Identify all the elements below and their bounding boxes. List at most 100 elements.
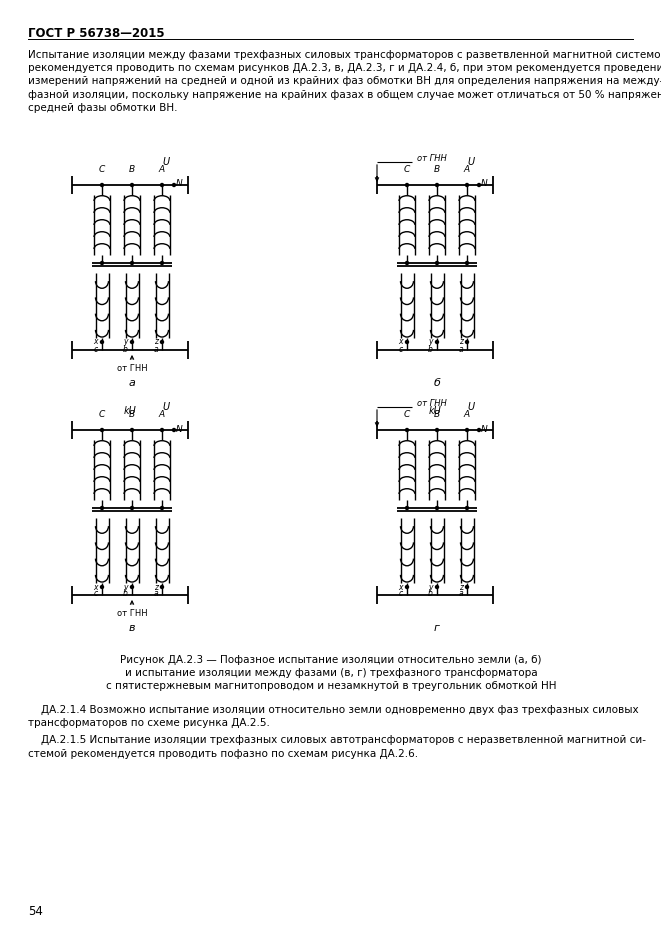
Circle shape — [465, 428, 469, 431]
Circle shape — [100, 340, 104, 343]
Text: y: y — [124, 338, 128, 347]
Text: x: x — [93, 583, 98, 592]
Text: рекомендуется проводить по схемам рисунков ДА.2.3, в, ДА.2.3, г и ДА.2.4, б, при: рекомендуется проводить по схемам рисунк… — [28, 64, 661, 73]
Text: b: b — [428, 344, 433, 353]
Text: b: b — [123, 344, 128, 353]
Text: A: A — [464, 410, 470, 419]
Text: a: a — [153, 344, 158, 353]
Circle shape — [436, 585, 438, 588]
Circle shape — [405, 428, 408, 431]
Text: c: c — [399, 344, 403, 353]
Circle shape — [173, 428, 176, 431]
Text: a: a — [458, 344, 463, 353]
Circle shape — [436, 262, 438, 265]
Text: C: C — [404, 410, 410, 419]
Text: от ГНН: от ГНН — [417, 399, 447, 408]
Text: c: c — [399, 589, 403, 598]
Text: A: A — [159, 410, 165, 419]
Circle shape — [436, 340, 438, 343]
Text: U: U — [467, 157, 475, 167]
Circle shape — [465, 262, 469, 265]
Circle shape — [173, 183, 176, 186]
Circle shape — [100, 507, 104, 510]
Circle shape — [465, 507, 469, 510]
Circle shape — [477, 183, 481, 186]
Text: N: N — [176, 424, 182, 434]
Circle shape — [100, 585, 104, 588]
Text: и испытание изоляции между фазами (в, г) трехфазного трансформатора: и испытание изоляции между фазами (в, г)… — [125, 668, 537, 678]
Text: z: z — [459, 583, 463, 592]
Text: N: N — [176, 180, 182, 189]
Circle shape — [405, 585, 408, 588]
Text: A: A — [159, 165, 165, 174]
Text: U: U — [467, 402, 475, 412]
Text: U: U — [163, 157, 170, 167]
Text: от ГНН: от ГНН — [417, 154, 447, 163]
Circle shape — [161, 585, 163, 588]
Text: z: z — [459, 338, 463, 347]
Text: C: C — [404, 165, 410, 174]
Circle shape — [161, 428, 163, 431]
Circle shape — [161, 262, 163, 265]
Text: y: y — [428, 583, 433, 592]
Text: a: a — [458, 589, 463, 598]
Text: y: y — [124, 583, 128, 592]
Circle shape — [130, 507, 134, 510]
Text: x: x — [399, 338, 403, 347]
Text: C: C — [99, 165, 105, 174]
Text: z: z — [154, 338, 158, 347]
Circle shape — [465, 340, 469, 343]
Circle shape — [465, 183, 469, 186]
Text: c: c — [94, 589, 98, 598]
Text: ГОСТ Р 56738—2015: ГОСТ Р 56738—2015 — [28, 27, 165, 40]
Text: b: b — [428, 589, 433, 598]
Text: N: N — [481, 180, 488, 189]
Circle shape — [100, 183, 104, 186]
Circle shape — [477, 428, 481, 431]
Circle shape — [161, 507, 163, 510]
Text: от ГНН: от ГНН — [117, 609, 147, 618]
Circle shape — [436, 507, 438, 510]
Text: стемой рекомендуется проводить пофазно по схемам рисунка ДА.2.6.: стемой рекомендуется проводить пофазно п… — [28, 749, 418, 758]
Text: B: B — [434, 165, 440, 174]
Text: Испытание изоляции между фазами трехфазных силовых трансформаторов с разветвленн: Испытание изоляции между фазами трехфазн… — [28, 50, 661, 60]
Circle shape — [405, 340, 408, 343]
Text: а: а — [128, 378, 136, 388]
Text: 54: 54 — [28, 905, 43, 918]
Circle shape — [436, 428, 438, 431]
Text: N: N — [481, 424, 488, 434]
Text: ДА.2.1.4 Возможно испытание изоляции относительно земли одновременно двух фаз тр: ДА.2.1.4 Возможно испытание изоляции отн… — [28, 705, 639, 715]
Text: y: y — [428, 338, 433, 347]
Text: с пятистержневым магнитопроводом и незамкнутой в треугольник обмоткой НН: с пятистержневым магнитопроводом и незам… — [106, 681, 557, 691]
Text: a: a — [153, 589, 158, 598]
Circle shape — [100, 262, 104, 265]
Text: kU: kU — [124, 406, 136, 416]
Text: в: в — [129, 623, 136, 633]
Text: C: C — [99, 410, 105, 419]
Text: x: x — [93, 338, 98, 347]
Text: от ГНН: от ГНН — [117, 364, 147, 373]
Circle shape — [130, 183, 134, 186]
Text: г: г — [434, 623, 440, 633]
Text: измерений напряжений на средней и одной из крайних фаз обмотки ВН для определени: измерений напряжений на средней и одной … — [28, 77, 661, 86]
Circle shape — [436, 183, 438, 186]
Text: Рисунок ДА.2.3 — Пофазное испытание изоляции относительно земли (а, б): Рисунок ДА.2.3 — Пофазное испытание изол… — [120, 655, 542, 665]
Circle shape — [130, 585, 134, 588]
Circle shape — [405, 183, 408, 186]
Text: б: б — [434, 378, 440, 388]
Text: x: x — [399, 583, 403, 592]
Circle shape — [100, 428, 104, 431]
Circle shape — [405, 507, 408, 510]
Text: средней фазы обмотки ВН.: средней фазы обмотки ВН. — [28, 103, 178, 113]
Circle shape — [161, 183, 163, 186]
Text: kU: kU — [428, 406, 442, 416]
Text: фазной изоляции, поскольку напряжение на крайних фазах в общем случае может отли: фазной изоляции, поскольку напряжение на… — [28, 90, 661, 100]
Circle shape — [130, 428, 134, 431]
Circle shape — [130, 262, 134, 265]
Circle shape — [130, 340, 134, 343]
Circle shape — [161, 340, 163, 343]
Text: b: b — [123, 589, 128, 598]
Text: B: B — [434, 410, 440, 419]
Circle shape — [405, 262, 408, 265]
Circle shape — [465, 585, 469, 588]
